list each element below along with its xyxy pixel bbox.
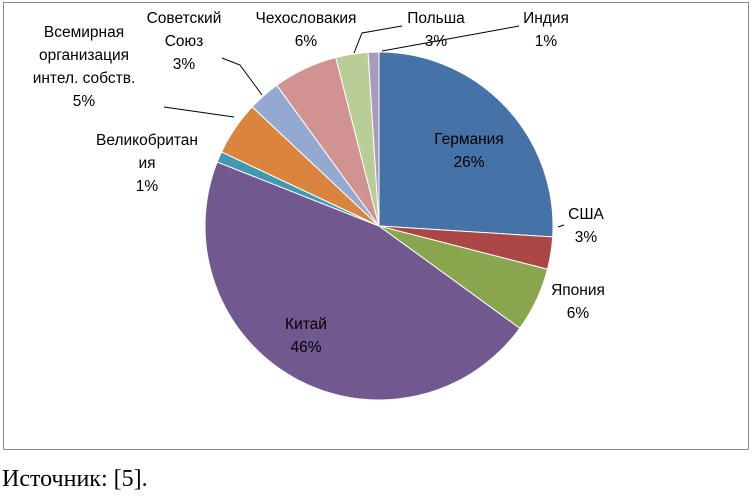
slice-name: Союз [165, 33, 204, 50]
slice-label-9: Индия 1% [523, 10, 569, 50]
slice-label-0: Германия 26% [434, 131, 504, 171]
slice-percent: 1% [136, 178, 159, 195]
slice-percent: 1% [535, 33, 558, 50]
slice-name: организация [39, 47, 129, 64]
slice-name: Советский [147, 10, 222, 27]
slice-label-3: Китай 46% [285, 316, 327, 356]
slice-name: Индия [523, 10, 569, 27]
leader-line-8 [353, 25, 403, 54]
slice-label-5: Всемирная организация интел. собств. 5% [33, 24, 136, 110]
leader-line-5 [163, 106, 235, 118]
slice-name: США [568, 206, 604, 223]
pie-slice-0 [378, 51, 554, 238]
slice-percent: 26% [453, 154, 484, 171]
slice-name: Всемирная [44, 24, 124, 41]
slice-label-2: Япония 6% [551, 282, 605, 322]
slice-percent: 5% [73, 93, 96, 110]
chart-area: Германия 26% США 3% Япония 6% Китай 46% Великобр… [3, 2, 749, 450]
slice-name: Китай [285, 316, 327, 333]
slice-name: Чехословакия [256, 10, 357, 27]
slice-label-7: Чехословакия 6% [256, 10, 357, 50]
slice-percent: 3% [575, 229, 598, 246]
leader-line-1 [557, 224, 565, 228]
slice-percent: 3% [425, 33, 448, 50]
slice-label-4: Великобритан ия 1% [96, 132, 198, 195]
slice-percent: 46% [290, 339, 321, 356]
slice-label-8: Польша 3% [407, 10, 465, 50]
slice-percent: 6% [567, 305, 590, 322]
slice-name: Германия [434, 131, 504, 148]
pie-slice-3 [204, 161, 521, 401]
slice-name: Великобритан [96, 132, 198, 149]
slice-label-6: Советский Союз 3% [147, 10, 222, 73]
slice-name: ия [138, 155, 155, 172]
slice-percent: 6% [295, 33, 318, 50]
slice-name: Япония [551, 282, 605, 299]
slice-name: интел. собств. [33, 70, 136, 87]
slice-label-1: США 3% [568, 206, 604, 246]
slice-name: Польша [407, 10, 465, 27]
slice-percent: 3% [173, 56, 196, 73]
pie-chart: Германия 26% США 3% Япония 6% Китай 46% Великобр… [33, 10, 605, 401]
source-caption: Источник: [5]. [2, 466, 148, 492]
leader-line-9 [381, 25, 520, 52]
leader-line-6 [221, 57, 263, 96]
pie-slice-9 [367, 51, 380, 227]
